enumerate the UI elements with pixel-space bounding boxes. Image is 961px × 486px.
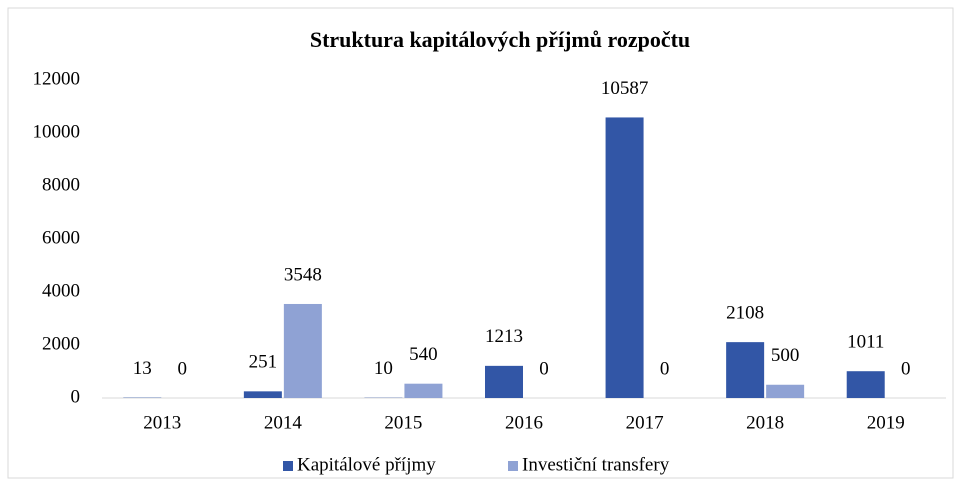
y-tick-label: 6000	[42, 227, 80, 248]
y-tick-label: 4000	[42, 280, 80, 301]
y-tick-label: 2000	[42, 333, 80, 354]
y-tick-label: 0	[71, 386, 81, 407]
data-label: 13	[133, 358, 152, 379]
data-label: 2108	[726, 302, 764, 323]
x-tick-label: 2019	[867, 412, 905, 433]
data-label: 251	[249, 352, 278, 373]
data-label: 1213	[485, 326, 523, 347]
x-tick-label: 2016	[505, 412, 543, 433]
x-tick-label: 2017	[626, 412, 664, 433]
bar	[726, 342, 765, 398]
data-label: 10	[374, 358, 393, 379]
data-label: 540	[409, 344, 438, 365]
data-label: 10587	[601, 78, 649, 99]
legend-label: Investiční transfery	[522, 454, 670, 475]
data-label: 0	[901, 358, 911, 379]
bar	[605, 117, 644, 398]
x-tick-label: 2015	[384, 412, 422, 433]
bar	[485, 365, 523, 398]
data-label: 3548	[284, 264, 322, 285]
data-label: 0	[660, 358, 670, 379]
chart-border	[7, 7, 954, 479]
y-tick-label: 8000	[42, 174, 80, 195]
bar	[404, 383, 443, 398]
bar	[766, 384, 805, 398]
data-label: 500	[771, 345, 800, 366]
x-tick-label: 2013	[143, 412, 181, 433]
data-label: 0	[178, 358, 188, 379]
data-label: 0	[539, 358, 549, 379]
legend-label: Kapitálové příjmy	[297, 454, 436, 475]
x-tick-label: 2018	[746, 412, 784, 433]
y-tick-label: 10000	[33, 121, 81, 142]
legend-swatch	[283, 461, 293, 471]
legend-swatch	[508, 461, 518, 471]
chart-title: Struktura kapitálových příjmů rozpočtu	[310, 27, 690, 52]
data-label: 1011	[847, 332, 884, 353]
bar	[283, 303, 322, 398]
bar	[243, 391, 282, 398]
y-tick-label: 12000	[33, 68, 81, 89]
bar	[846, 371, 885, 398]
x-tick-label: 2014	[264, 412, 303, 433]
